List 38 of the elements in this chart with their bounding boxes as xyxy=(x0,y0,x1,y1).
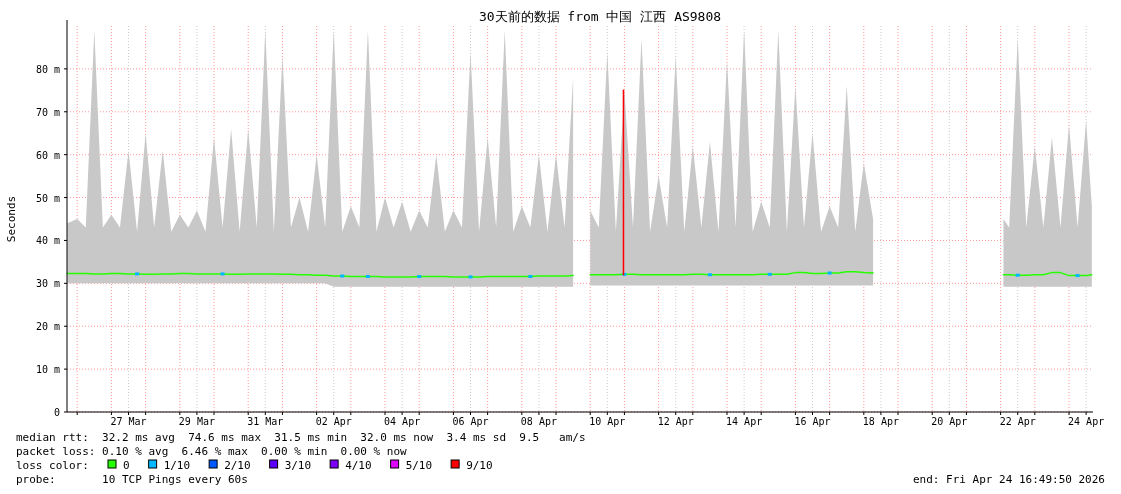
legend-label: 2/10 xyxy=(224,459,251,472)
text: end: Fri Apr 24 16:49:50 2026 xyxy=(912,473,1105,486)
x-tick-label: 16 Apr xyxy=(794,416,831,427)
x-tick-label: 10 Apr xyxy=(589,416,626,427)
x-tick-label: 22 Apr xyxy=(999,416,1036,427)
x-tick-label: 27 Mar xyxy=(110,416,147,427)
legend-label: 0 xyxy=(123,459,130,472)
x-tick-label: 06 Apr xyxy=(452,416,489,427)
x-tick-label: 08 Apr xyxy=(520,416,557,427)
y-axis-title: Seconds xyxy=(5,195,18,243)
legend-label: 4/10 xyxy=(345,459,372,472)
y-tick-label: 0 xyxy=(53,407,60,418)
y-tick-label: 50 m xyxy=(35,192,60,204)
legend-label: 5/10 xyxy=(405,459,433,472)
y-tick-label: 40 m xyxy=(35,235,60,247)
x-tick-label: 31 Mar xyxy=(247,416,284,427)
y-tick-label: 70 m xyxy=(35,106,60,118)
legend-label: 1/10 xyxy=(163,459,191,472)
legend-label: 9/10 xyxy=(466,459,493,472)
x-tick-label: 14 Apr xyxy=(726,416,763,427)
x-tick-label: 12 Apr xyxy=(657,416,694,427)
text: packet loss: 0.10 % avg 6.46 % max 0.00 % min 0.00 % now xyxy=(16,445,408,458)
x-tick-label: 24 Apr xyxy=(1068,416,1105,427)
legend-title: loss color: xyxy=(16,459,89,472)
text: probe: 10 TCP Pings every 60s xyxy=(16,473,248,486)
x-tick-label: 18 Apr xyxy=(862,416,899,427)
x-tick-label: 02 Apr xyxy=(315,416,352,427)
chart-title: 30天前的数据 from 中国 江西 AS9808 xyxy=(478,9,722,24)
x-tick-label: 20 Apr xyxy=(931,416,968,427)
legend-label: 3/10 xyxy=(284,459,312,472)
y-tick-label: 10 m xyxy=(35,364,60,376)
x-tick-label: 04 Apr xyxy=(384,416,421,427)
y-tick-label: 30 m xyxy=(35,278,60,290)
y-tick-label: 20 m xyxy=(35,321,60,333)
text: median rtt: 32.2 ms avg 74.6 ms max 31.5 ms min 32.0 ms now 3.4 ms sd 9.5 am/s xyxy=(16,431,586,444)
y-tick-label: 60 m xyxy=(35,149,60,161)
x-tick-label: 29 Mar xyxy=(178,416,215,427)
y-tick-label: 80 m xyxy=(35,63,60,75)
